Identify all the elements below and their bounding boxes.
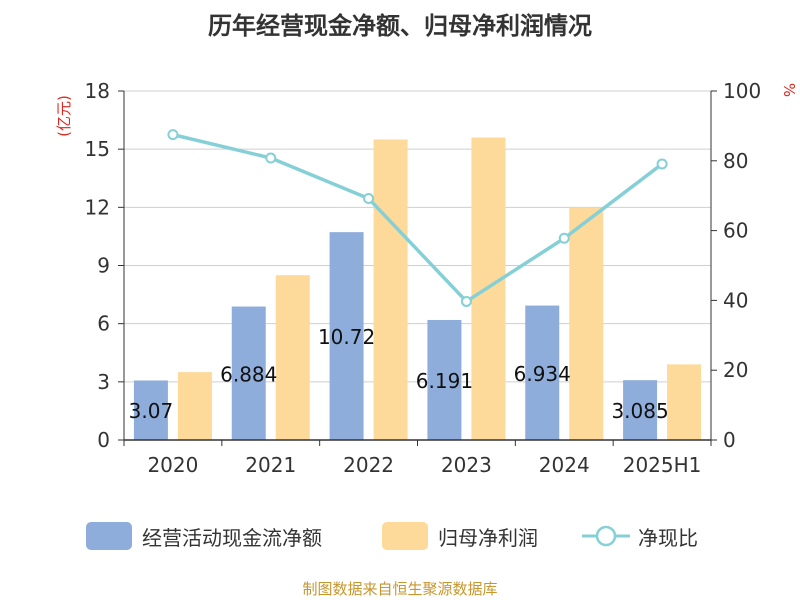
y-left-tick-label: 9 [97,254,110,278]
bar-cashflow [231,306,266,440]
point-ratio [460,295,472,307]
point-ratio [363,192,375,204]
chart-legend: 经营活动现金流净额 归母净利润 净现比 [0,519,800,553]
legend-item-ratio[interactable]: 净现比 [582,519,698,553]
bar-cashflow [133,380,168,440]
data-label-cashflow: 3.07 [129,399,174,423]
point-ratio [656,158,668,170]
legend-label-profit: 归母净利润 [438,525,538,550]
y-left-tick-label: 18 [85,79,110,103]
point-ratio [265,152,277,164]
x-tick-label: 2021 [245,453,296,477]
bar-cashflow [525,305,560,440]
legend-swatch-profit [382,522,428,550]
data-source-note: 制图数据来自恒生聚源数据库 [302,580,498,598]
line-ratio [172,132,664,304]
y-right-tick-label: 60 [723,219,748,243]
y-left-tick-label: 3 [97,370,110,394]
bar-profit [373,139,408,440]
legend-item-cashflow[interactable]: 经营活动现金流净额 [86,519,322,553]
y-left-unit-label: (亿元) [55,95,73,137]
y-left-tick-label: 15 [85,137,110,161]
bar-cashflow [623,380,658,440]
legend-swatch-ratio [582,525,630,547]
y-right-tick-label: 100 [723,79,761,103]
y-left-tick-label: 12 [85,195,110,219]
legend-label-cashflow: 经营活动现金流净额 [142,525,322,550]
data-label-cashflow: 6.934 [514,362,571,386]
data-label-cashflow: 6.884 [220,362,277,386]
point-ratio [167,129,179,141]
legend-item-profit[interactable]: 归母净利润 [382,519,538,553]
x-tick-label: 2022 [343,453,394,477]
x-tick-label: 2023 [441,453,492,477]
x-tick-label: 2025H1 [623,453,702,477]
y-left-tick-label: 0 [97,428,110,452]
y-right-tick-label: 20 [723,358,748,382]
legend-label-ratio: 净现比 [638,525,698,550]
bar-cashflow [427,319,462,440]
y-left-tick-label: 6 [97,312,110,336]
x-tick-label: 2024 [539,453,590,477]
legend-swatch-cashflow [86,522,132,550]
data-label-cashflow: 6.191 [416,369,473,393]
bar-profit [569,207,604,440]
data-label-cashflow: 10.72 [318,325,375,349]
y-right-tick-label: 40 [723,288,748,312]
chart-title: 历年经营现金净额、归母净利润情况 [208,12,592,40]
point-ratio [558,232,570,244]
y-right-tick-label: 80 [723,149,748,173]
data-label-cashflow: 3.085 [611,399,668,423]
y-right-tick-label: 0 [723,428,736,452]
bar-profit [177,372,212,440]
x-tick-label: 2020 [147,453,198,477]
bar-profit [667,364,702,440]
bar-profit [275,275,310,440]
y-right-unit-label: % [780,83,798,97]
bar-cashflow [329,232,364,440]
